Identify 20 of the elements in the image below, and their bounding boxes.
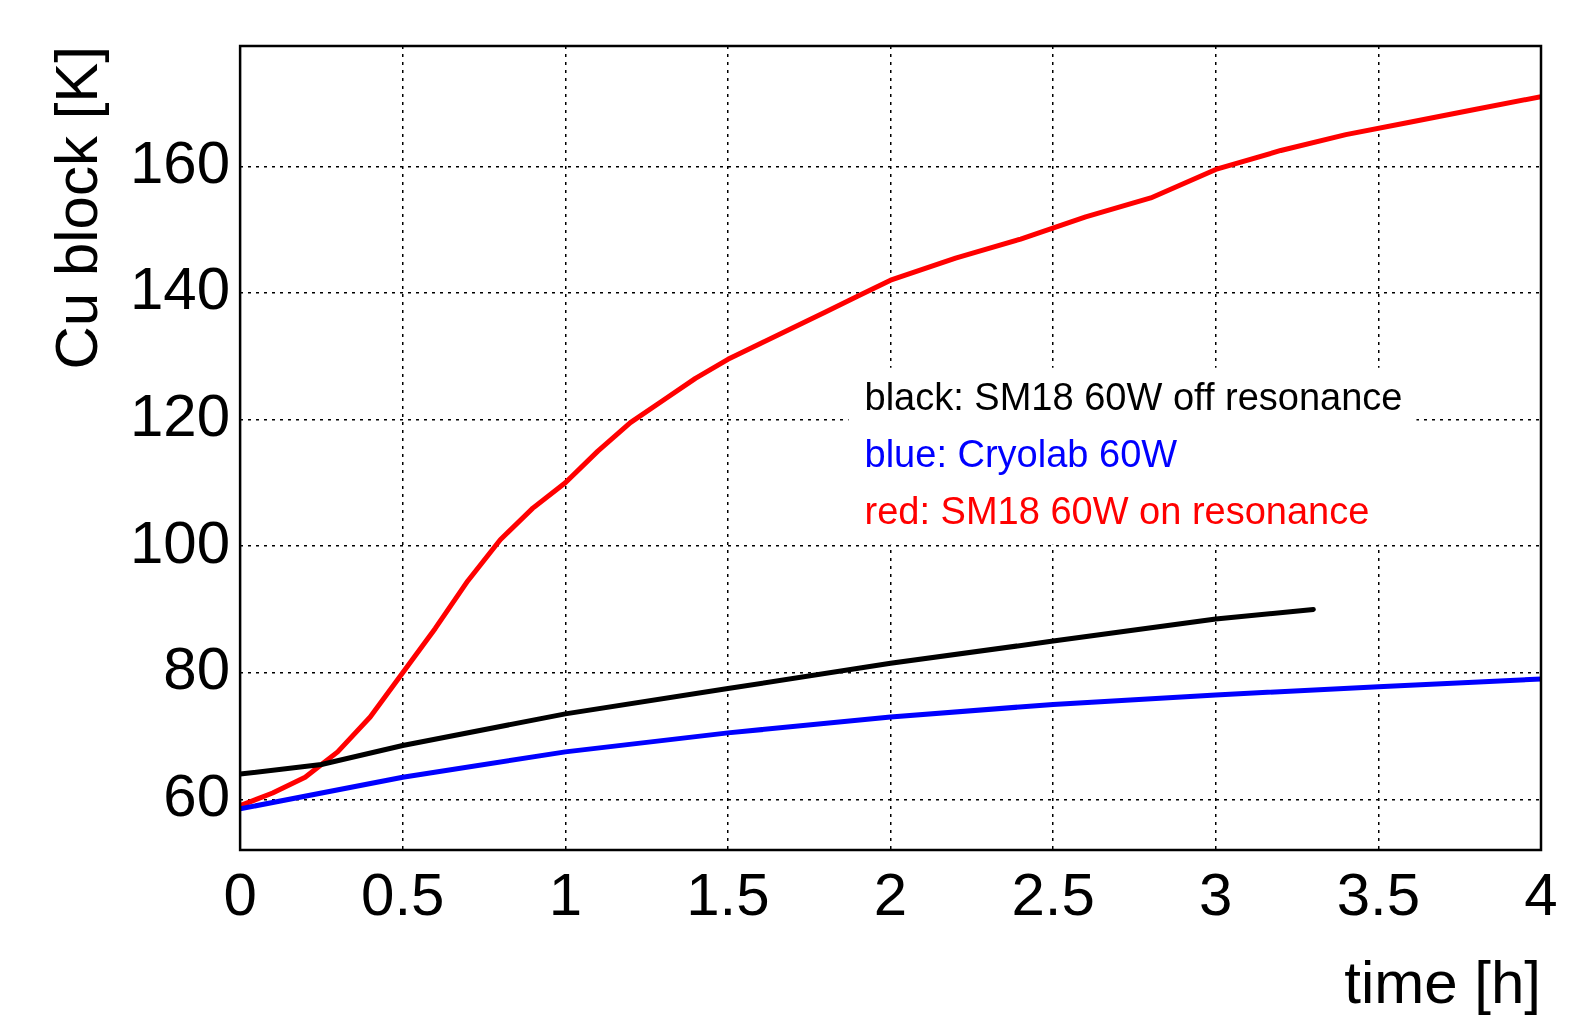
y-tick-label: 60 [163, 761, 231, 829]
x-tick-label: 1.5 [686, 860, 770, 928]
y-tick-label: 120 [130, 382, 231, 450]
y-tick-label: 100 [130, 508, 231, 576]
x-axis-title: time [h] [1344, 948, 1541, 1016]
x-tick-label: 3.5 [1336, 860, 1421, 928]
text: red: SM18 60W on resonance [864, 490, 1370, 533]
x-tick-label: 1 [548, 860, 583, 928]
x-tick-label: 2.5 [1011, 860, 1095, 928]
text: black: SM18 60W off resonance [864, 376, 1403, 419]
x-tick-label: 2 [873, 860, 908, 928]
y-tick-label: 160 [130, 128, 231, 196]
y-axis-title: Cu block [K] [42, 46, 110, 370]
x-tick-label: 0 [223, 860, 257, 928]
text: blue: Cryolab 60W [864, 433, 1178, 476]
x-tick-label: 4 [1524, 860, 1558, 928]
x-tick-label: 0.5 [361, 860, 445, 928]
x-tick-label: 3 [1199, 860, 1233, 928]
y-tick-label: 140 [130, 255, 231, 323]
y-tick-label: 80 [163, 635, 231, 703]
